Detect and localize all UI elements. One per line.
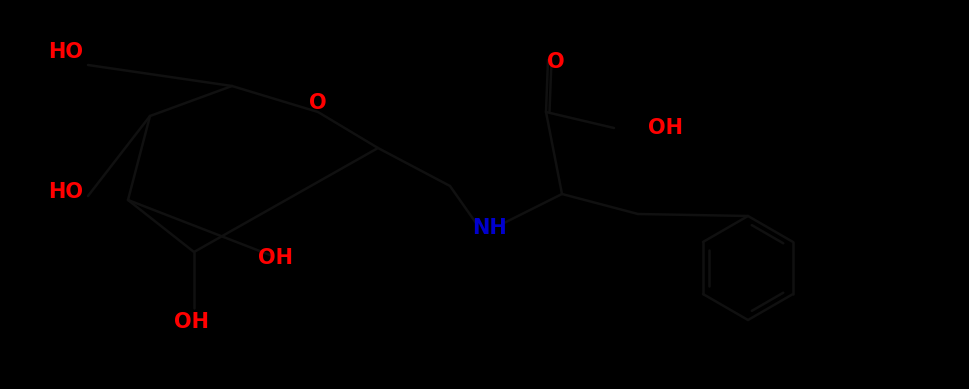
- Text: OH: OH: [258, 248, 293, 268]
- Text: O: O: [309, 93, 327, 113]
- Text: NH: NH: [472, 218, 507, 238]
- Text: HO: HO: [47, 182, 83, 202]
- Text: HO: HO: [47, 42, 83, 62]
- Text: OH: OH: [647, 118, 682, 138]
- Text: O: O: [547, 52, 564, 72]
- Text: OH: OH: [174, 312, 209, 332]
